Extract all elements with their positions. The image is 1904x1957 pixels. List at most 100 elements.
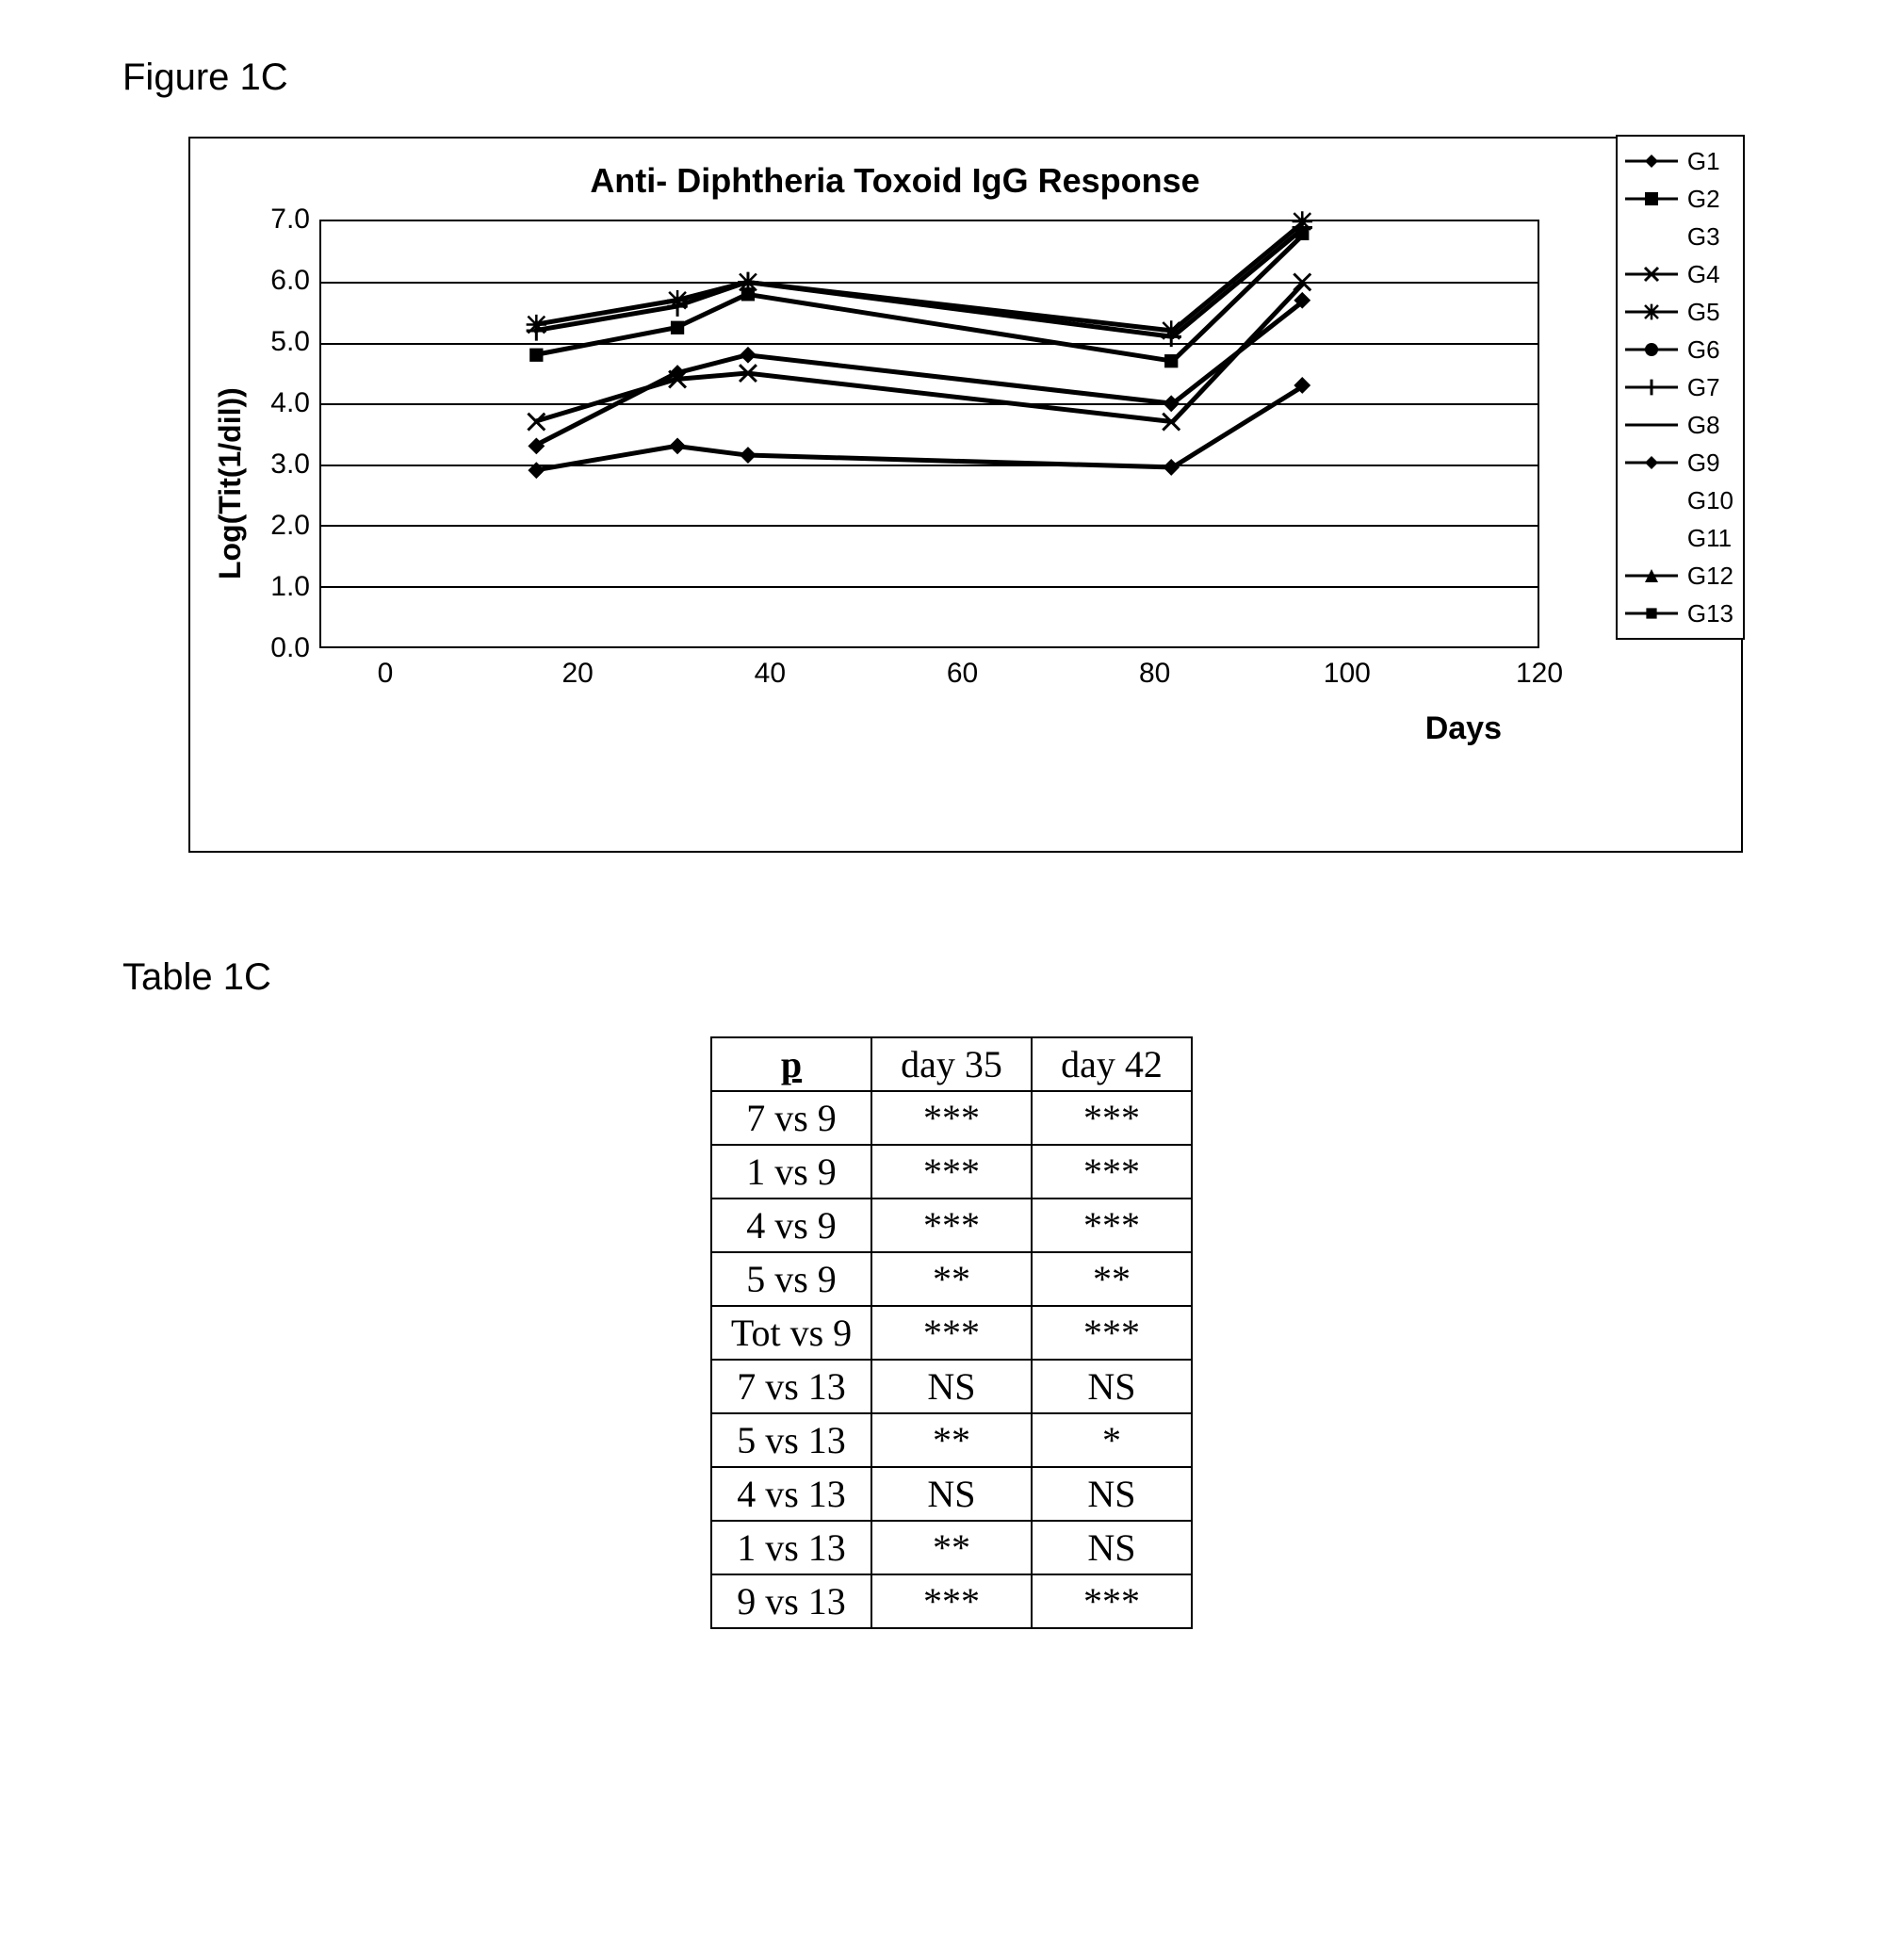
data-point <box>528 462 545 479</box>
stats-table: pday 35day 42 7 vs 9******1 vs 9******4 … <box>710 1036 1193 1629</box>
table-cell: Tot vs 9 <box>711 1306 871 1360</box>
figure-label: Figure 1C <box>122 57 1781 99</box>
table-cell: *** <box>1032 1199 1192 1252</box>
table-cell: * <box>1032 1413 1192 1467</box>
legend-swatch-icon <box>1623 414 1680 436</box>
table-cell: 7 vs 9 <box>711 1091 871 1145</box>
table-header: day 35 <box>871 1037 1032 1091</box>
legend-item: G3 <box>1623 218 1733 255</box>
y-axis-label: Log(Tit(1/dil)) <box>207 220 253 747</box>
legend-item: G6 <box>1623 331 1733 368</box>
legend-label: G3 <box>1687 222 1720 252</box>
data-point <box>528 437 545 454</box>
table-cell: ** <box>871 1413 1032 1467</box>
table-cell: 7 vs 13 <box>711 1360 871 1413</box>
x-tick: 120 <box>1516 658 1563 690</box>
table-row: Tot vs 9****** <box>711 1306 1192 1360</box>
table-cell: *** <box>871 1574 1032 1628</box>
page: Figure 1C Anti- Diphtheria Toxoid IgG Re… <box>122 57 1781 1629</box>
data-point <box>1294 292 1310 309</box>
y-tick-labels: 7.06.05.04.03.02.01.00.0 <box>253 220 319 648</box>
chart-title: Anti- Diphtheria Toxoid IgG Response <box>471 161 1319 201</box>
x-tick-labels: 020406080100120 <box>319 648 1539 695</box>
legend-label: G11 <box>1687 524 1732 553</box>
legend-label: G12 <box>1687 562 1733 591</box>
table-cell: ** <box>1032 1252 1192 1306</box>
legend-item: G5 <box>1623 293 1733 331</box>
table-cell: 4 vs 9 <box>711 1199 871 1252</box>
table-row: 7 vs 13NSNS <box>711 1360 1192 1413</box>
legend-item: G10 <box>1623 481 1733 519</box>
data-point <box>740 365 757 382</box>
x-tick: 40 <box>755 658 786 690</box>
data-point <box>741 287 755 301</box>
table-cell: NS <box>1032 1467 1192 1521</box>
x-tick: 100 <box>1324 658 1371 690</box>
legend-item: G11 <box>1623 519 1733 557</box>
legend-label: G10 <box>1687 486 1733 515</box>
legend-label: G4 <box>1687 260 1720 289</box>
table-cell: 5 vs 13 <box>711 1413 871 1467</box>
legend-swatch-icon <box>1623 263 1680 285</box>
table-cell: NS <box>871 1360 1032 1413</box>
data-point <box>1295 227 1309 240</box>
table-row: 1 vs 9****** <box>711 1145 1192 1199</box>
legend-item: G4 <box>1623 255 1733 293</box>
data-point <box>1163 414 1180 431</box>
legend-swatch-icon <box>1623 188 1680 210</box>
legend-swatch-icon <box>1623 451 1680 474</box>
plot-area <box>319 220 1539 648</box>
data-point <box>528 414 545 431</box>
table-row: 9 vs 13****** <box>711 1574 1192 1628</box>
table-cell: 1 vs 13 <box>711 1521 871 1574</box>
legend-swatch-icon <box>1623 301 1680 323</box>
table-row: 5 vs 13*** <box>711 1413 1192 1467</box>
data-point <box>1163 459 1180 476</box>
legend-label: G6 <box>1687 335 1720 365</box>
legend-label: G5 <box>1687 298 1720 327</box>
table-cell: *** <box>871 1145 1032 1199</box>
legend-item: G13 <box>1623 595 1733 632</box>
table-cell: *** <box>871 1199 1032 1252</box>
data-point <box>1164 354 1178 367</box>
legend-item: G7 <box>1623 368 1733 406</box>
legend-label: G1 <box>1687 147 1720 176</box>
table-label: Table 1C <box>122 956 1781 999</box>
marker-layer <box>321 221 1538 646</box>
legend-swatch-icon <box>1623 376 1680 399</box>
plot-wrap: 7.06.05.04.03.02.01.00.0 020406080100120… <box>253 220 1539 747</box>
data-point <box>669 437 686 454</box>
table-cell: *** <box>1032 1574 1192 1628</box>
table-cell: 5 vs 9 <box>711 1252 871 1306</box>
table-row: 7 vs 9****** <box>711 1091 1192 1145</box>
legend-label: G13 <box>1687 599 1733 628</box>
data-point <box>529 349 543 362</box>
legend: G1 G2 G3 G4 G5 G6 G7 G8G9 G10 G11 G12 G13 <box>1616 135 1745 640</box>
table-cell: *** <box>1032 1306 1192 1360</box>
table-row: 4 vs 9****** <box>711 1199 1192 1252</box>
table-row: 1 vs 13**NS <box>711 1521 1192 1574</box>
chart-container: Anti- Diphtheria Toxoid IgG Response G1G… <box>188 137 1743 853</box>
legend-item: G1 <box>1623 142 1733 180</box>
legend-item: G8 <box>1623 406 1733 444</box>
legend-swatch-icon <box>1623 489 1680 512</box>
chart-body: Log(Tit(1/dil)) 7.06.05.04.03.02.01.00.0… <box>207 220 1728 747</box>
data-point <box>671 321 684 334</box>
legend-item: G9 <box>1623 444 1733 481</box>
data-point <box>1294 377 1310 394</box>
data-point <box>1163 395 1180 412</box>
table-row: 4 vs 13NSNS <box>711 1467 1192 1521</box>
table-cell: ** <box>871 1521 1032 1574</box>
data-point <box>740 347 757 364</box>
x-tick: 20 <box>561 658 593 690</box>
legend-swatch-icon <box>1623 338 1680 361</box>
legend-label: G7 <box>1687 373 1720 402</box>
table-row: 5 vs 9**** <box>711 1252 1192 1306</box>
x-tick: 80 <box>1139 658 1170 690</box>
legend-label: G2 <box>1687 185 1720 214</box>
legend-swatch-icon <box>1623 225 1680 248</box>
table-cell: 1 vs 9 <box>711 1145 871 1199</box>
table-cell: *** <box>1032 1145 1192 1199</box>
legend-swatch-icon <box>1623 527 1680 549</box>
legend-item: G2 <box>1623 180 1733 218</box>
